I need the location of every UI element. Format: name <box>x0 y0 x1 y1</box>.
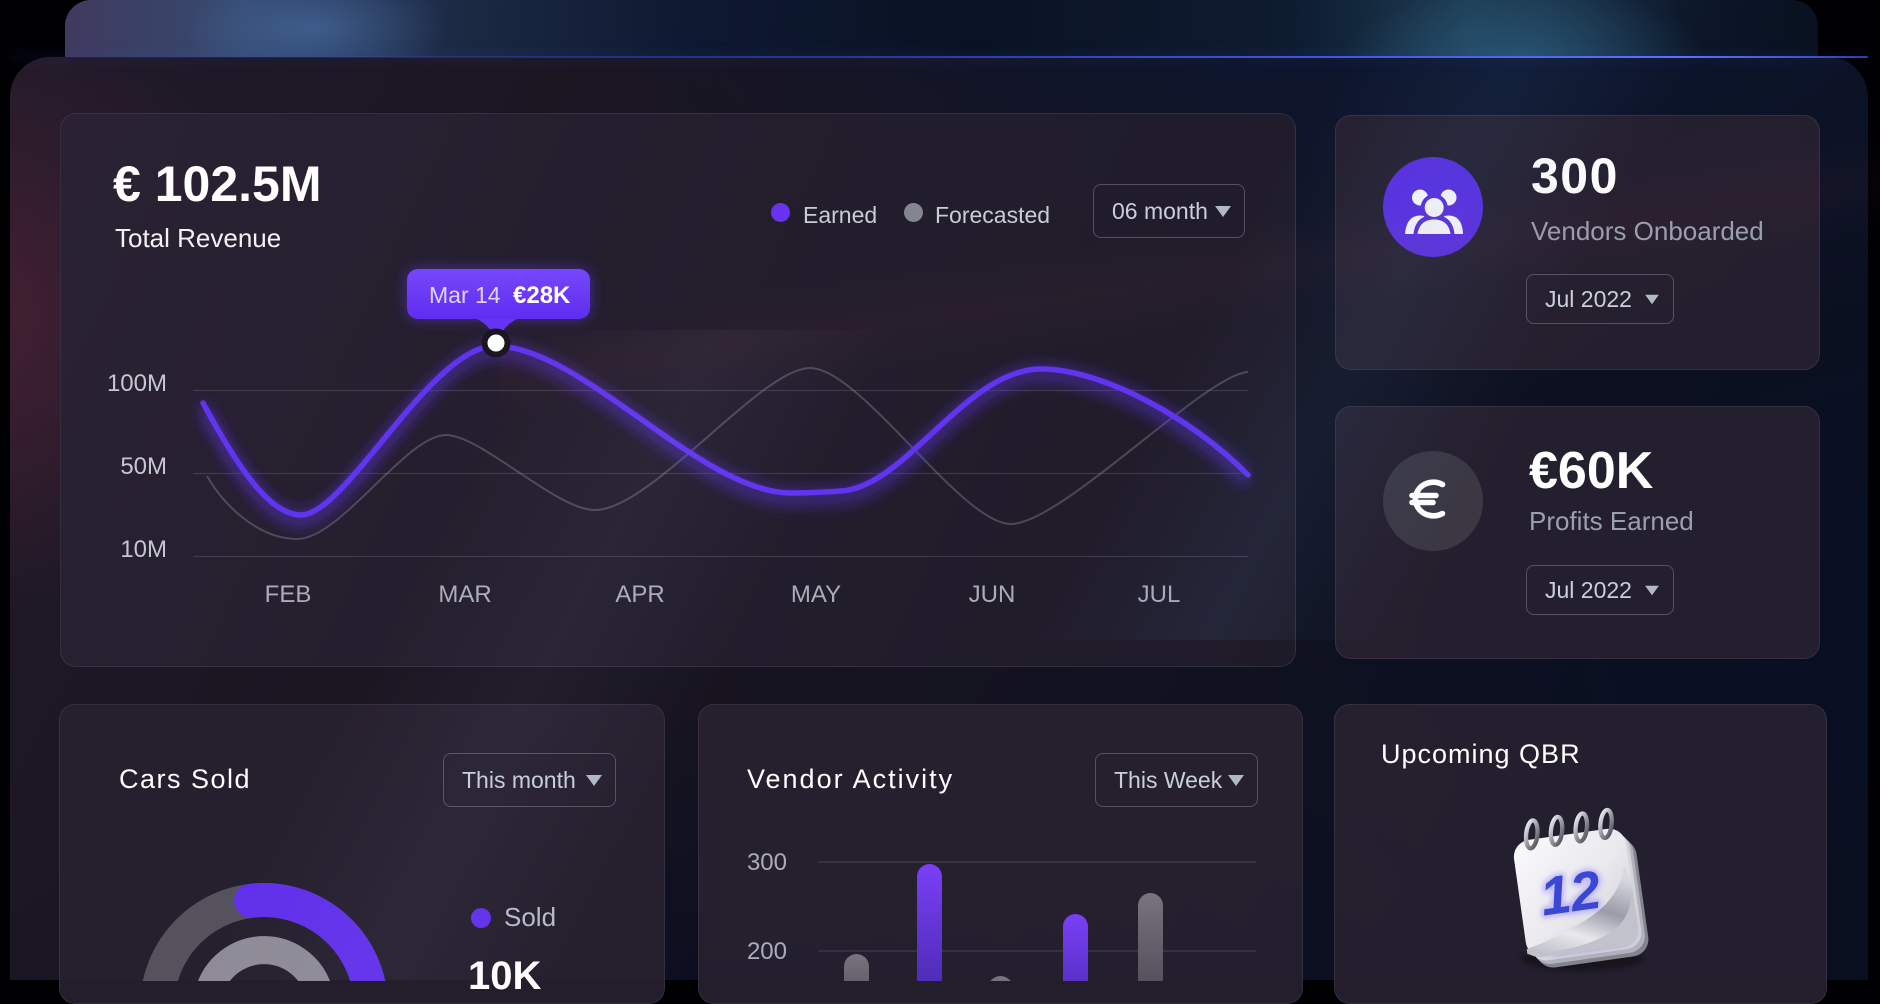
svg-text:APR: APR <box>615 581 664 608</box>
svg-text:10M: 10M <box>120 536 167 563</box>
svg-text:200: 200 <box>747 938 787 965</box>
svg-text:300: 300 <box>747 849 787 876</box>
svg-text:FEB: FEB <box>265 581 312 608</box>
svg-text:MAY: MAY <box>791 581 841 608</box>
svg-text:JUL: JUL <box>1138 581 1181 608</box>
svg-text:MAR: MAR <box>438 581 491 608</box>
svg-text:100M: 100M <box>107 370 167 397</box>
svg-text:JUN: JUN <box>969 581 1016 608</box>
svg-text:Mar 14: Mar 14 <box>429 282 501 308</box>
svg-text:€28K: €28K <box>513 282 571 309</box>
svg-text:50M: 50M <box>120 453 167 480</box>
